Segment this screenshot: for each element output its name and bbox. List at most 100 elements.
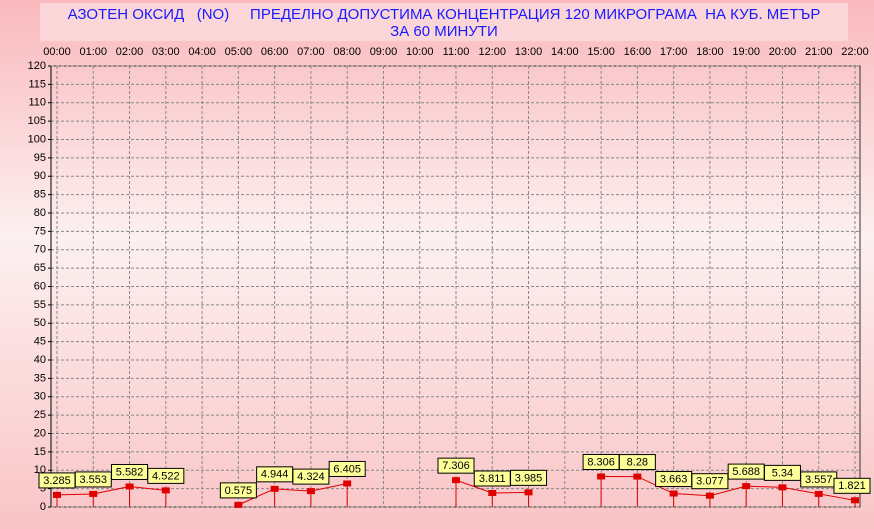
y-tick-label: 75 — [34, 225, 46, 237]
data-label: 0.575 — [225, 485, 253, 497]
marker — [161, 487, 170, 494]
marker — [705, 492, 714, 499]
y-tick-label: 120 — [28, 60, 46, 72]
x-tick-label: 07:00 — [297, 46, 325, 58]
y-tick-label: 90 — [34, 170, 46, 182]
y-tick-label: 40 — [34, 354, 46, 366]
y-tick-label: 50 — [34, 317, 46, 329]
y-tick-label: 55 — [34, 299, 46, 311]
y-tick-label: 35 — [34, 372, 46, 384]
data-label: 4.324 — [297, 471, 325, 483]
y-tick-label: 60 — [34, 280, 46, 292]
data-label: 5.34 — [772, 467, 793, 479]
data-label-box — [833, 477, 871, 494]
x-tick-label: 13:00 — [515, 46, 543, 58]
title-box — [40, 3, 848, 41]
data-label: 5.582 — [116, 466, 144, 478]
x-tick-label: 09:00 — [370, 46, 398, 58]
x-tick-label: 03:00 — [152, 46, 180, 58]
x-tick-label: 21:00 — [805, 46, 833, 58]
y-tick-label: 70 — [34, 244, 46, 256]
marker — [125, 483, 134, 490]
x-tick-label: 14:00 — [551, 46, 579, 58]
line-piece — [601, 475, 856, 501]
marker — [633, 473, 642, 480]
marker — [597, 473, 606, 480]
y-tick-label: 25 — [34, 409, 46, 421]
data-label: 3.285 — [43, 475, 71, 487]
y-tick-label: 105 — [28, 115, 46, 127]
y-tick-label: 0 — [40, 501, 46, 513]
data-label: 6.405 — [333, 463, 361, 475]
data-label: 4.944 — [261, 469, 289, 481]
x-tick-label: 04:00 — [188, 46, 216, 58]
chart-subtitle: ЗА 60 МИНУТИ — [390, 23, 498, 40]
data-label-box — [691, 473, 729, 490]
marker — [488, 489, 497, 496]
x-tick-label: 22:00 — [841, 46, 869, 58]
x-tick-label: 02:00 — [116, 46, 144, 58]
data-label: 7.306 — [442, 460, 470, 472]
y-tick-label: 85 — [34, 189, 46, 201]
data-label: 5.688 — [732, 466, 760, 478]
y-tick-label: 110 — [28, 97, 46, 109]
x-tick-label: 17:00 — [660, 46, 688, 58]
data-label: 3.811 — [479, 473, 506, 485]
y-tick-label: 5 — [40, 483, 46, 495]
y-tick-label: 100 — [28, 133, 46, 145]
data-label-box — [219, 482, 257, 499]
x-tick-label: 20:00 — [769, 46, 797, 58]
marker — [814, 490, 823, 497]
marker — [234, 501, 243, 508]
marker — [53, 491, 61, 498]
x-tick-label: 08:00 — [333, 46, 361, 58]
data-label: 3.557 — [805, 474, 833, 486]
marker — [851, 497, 859, 504]
marker — [452, 477, 460, 484]
marker — [669, 490, 678, 497]
marker — [270, 485, 279, 492]
data-label: 1.821 — [838, 480, 866, 492]
x-tick-label: 11:00 — [443, 46, 470, 58]
x-tick-label: 19:00 — [732, 46, 760, 58]
data-label-box — [618, 454, 656, 471]
x-tick-label: 16:00 — [624, 46, 652, 58]
x-tick-label: 06:00 — [261, 46, 289, 58]
y-tick-label: 20 — [34, 427, 46, 439]
data-label: 4.522 — [152, 470, 180, 482]
y-tick-label: 115 — [28, 78, 46, 90]
data-label-box — [328, 460, 366, 477]
marker — [778, 484, 787, 491]
data-label: 8.28 — [627, 456, 648, 468]
marker — [524, 489, 533, 496]
y-tick-label: 15 — [34, 446, 46, 458]
data-label: 3.077 — [696, 476, 724, 488]
x-tick-label: 18:00 — [696, 46, 724, 58]
marker — [306, 488, 315, 495]
data-label-box — [437, 457, 475, 474]
data-label: 3.553 — [80, 474, 108, 486]
x-tick-label: 10:00 — [406, 46, 434, 58]
y-tick-label: 95 — [34, 152, 46, 164]
y-tick-label: 80 — [34, 207, 46, 219]
data-label-box — [147, 467, 185, 484]
x-tick-label: 01:00 — [80, 46, 108, 58]
x-tick-label: 15:00 — [587, 46, 615, 58]
y-tick-label: 45 — [34, 336, 46, 348]
marker — [89, 490, 98, 497]
chart-title: АЗОТЕН ОКСИД (NO) ПРЕДЕЛНО ДОПУСТИМА КОН… — [68, 6, 821, 23]
data-label: 3.663 — [660, 473, 688, 485]
line-piece — [56, 485, 166, 496]
x-tick-label: 00:00 — [43, 46, 71, 58]
y-tick-label: 30 — [34, 391, 46, 403]
marker — [343, 480, 352, 487]
x-tick-label: 05:00 — [225, 46, 253, 58]
data-label: 8.306 — [587, 456, 615, 468]
y-tick-label: 65 — [34, 262, 46, 274]
data-label: 3.985 — [515, 472, 543, 484]
data-label-box — [510, 469, 548, 486]
marker — [742, 483, 751, 490]
x-tick-label: 12:00 — [479, 46, 507, 58]
